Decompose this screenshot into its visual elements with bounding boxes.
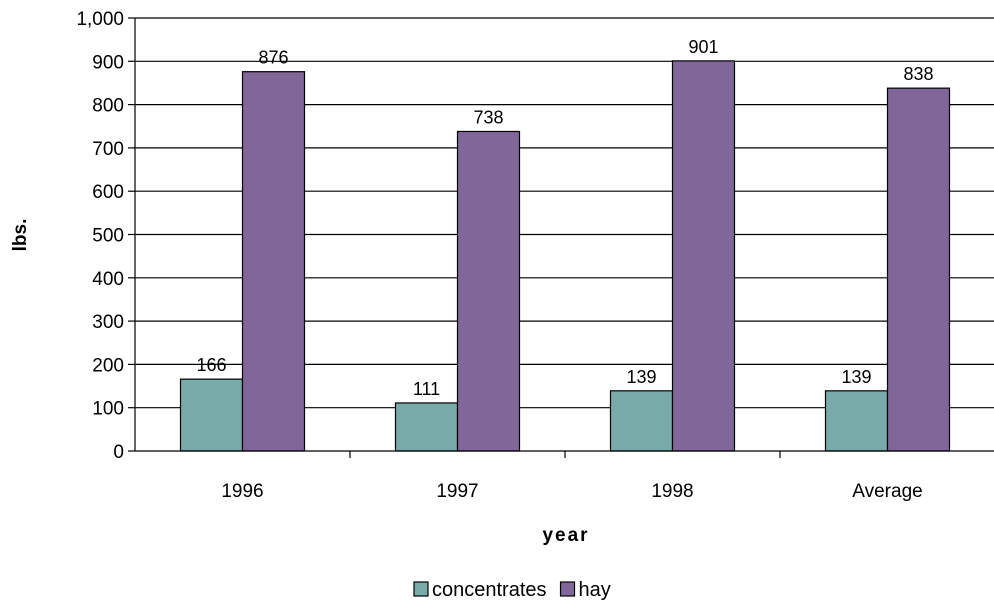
y-tick-label: 300: [92, 312, 124, 333]
bars: [179, 60, 951, 452]
y-tick-label: 100: [92, 399, 124, 420]
data-label: 838: [903, 64, 933, 84]
x-tick-label: 1998: [651, 481, 693, 502]
y-tick-label: 1,000: [76, 9, 124, 30]
bar-concentrates: [179, 378, 244, 452]
y-tick-label: 0: [113, 442, 124, 463]
y-tick-label: 200: [92, 355, 124, 376]
y-axis-title: lbs.: [10, 219, 31, 252]
data-label: 111: [413, 379, 440, 399]
legend-label: concentrates: [432, 579, 547, 601]
data-label: 876: [258, 48, 288, 68]
legend-label: hay: [579, 579, 611, 601]
legend: concentrates hay: [413, 579, 611, 601]
x-tick-label: 1997: [436, 481, 478, 502]
y-tick-label: 500: [92, 226, 124, 247]
y-tick-label: 400: [92, 269, 124, 290]
legend-swatch: [413, 581, 429, 597]
data-label: 139: [626, 367, 656, 387]
y-tick-label: 900: [92, 52, 124, 73]
legend-item-concentrates: concentrates: [413, 579, 547, 601]
bar-concentrates: [394, 402, 459, 452]
bar-concentrates: [824, 390, 889, 452]
x-tick-label: Average: [852, 481, 922, 502]
y-tick-label: 600: [92, 182, 124, 203]
data-label: 738: [473, 107, 503, 127]
legend-item-hay: hay: [559, 579, 611, 601]
x-tick-label: 1996: [221, 481, 263, 502]
y-tick-label: 800: [92, 96, 124, 117]
x-axis-ticks: 1996 1997 1998 Average: [221, 451, 923, 502]
bar-concentrates: [609, 390, 674, 452]
data-labels: 166 876 111 738 139 901 139 838: [196, 37, 933, 399]
data-label: 139: [841, 367, 871, 387]
bar-hay: [671, 60, 736, 452]
y-tick-label: 700: [92, 139, 124, 160]
data-label: 901: [688, 37, 718, 57]
bar-hay: [886, 87, 951, 452]
x-axis-title: year: [542, 525, 589, 546]
y-axis-ticks: 0 100 200 300 400 500 600 700 800 900 1,000: [76, 9, 135, 463]
data-label: 166: [196, 355, 226, 375]
legend-swatch: [559, 581, 576, 597]
bar-hay: [456, 130, 521, 452]
bar-hay: [241, 71, 306, 452]
